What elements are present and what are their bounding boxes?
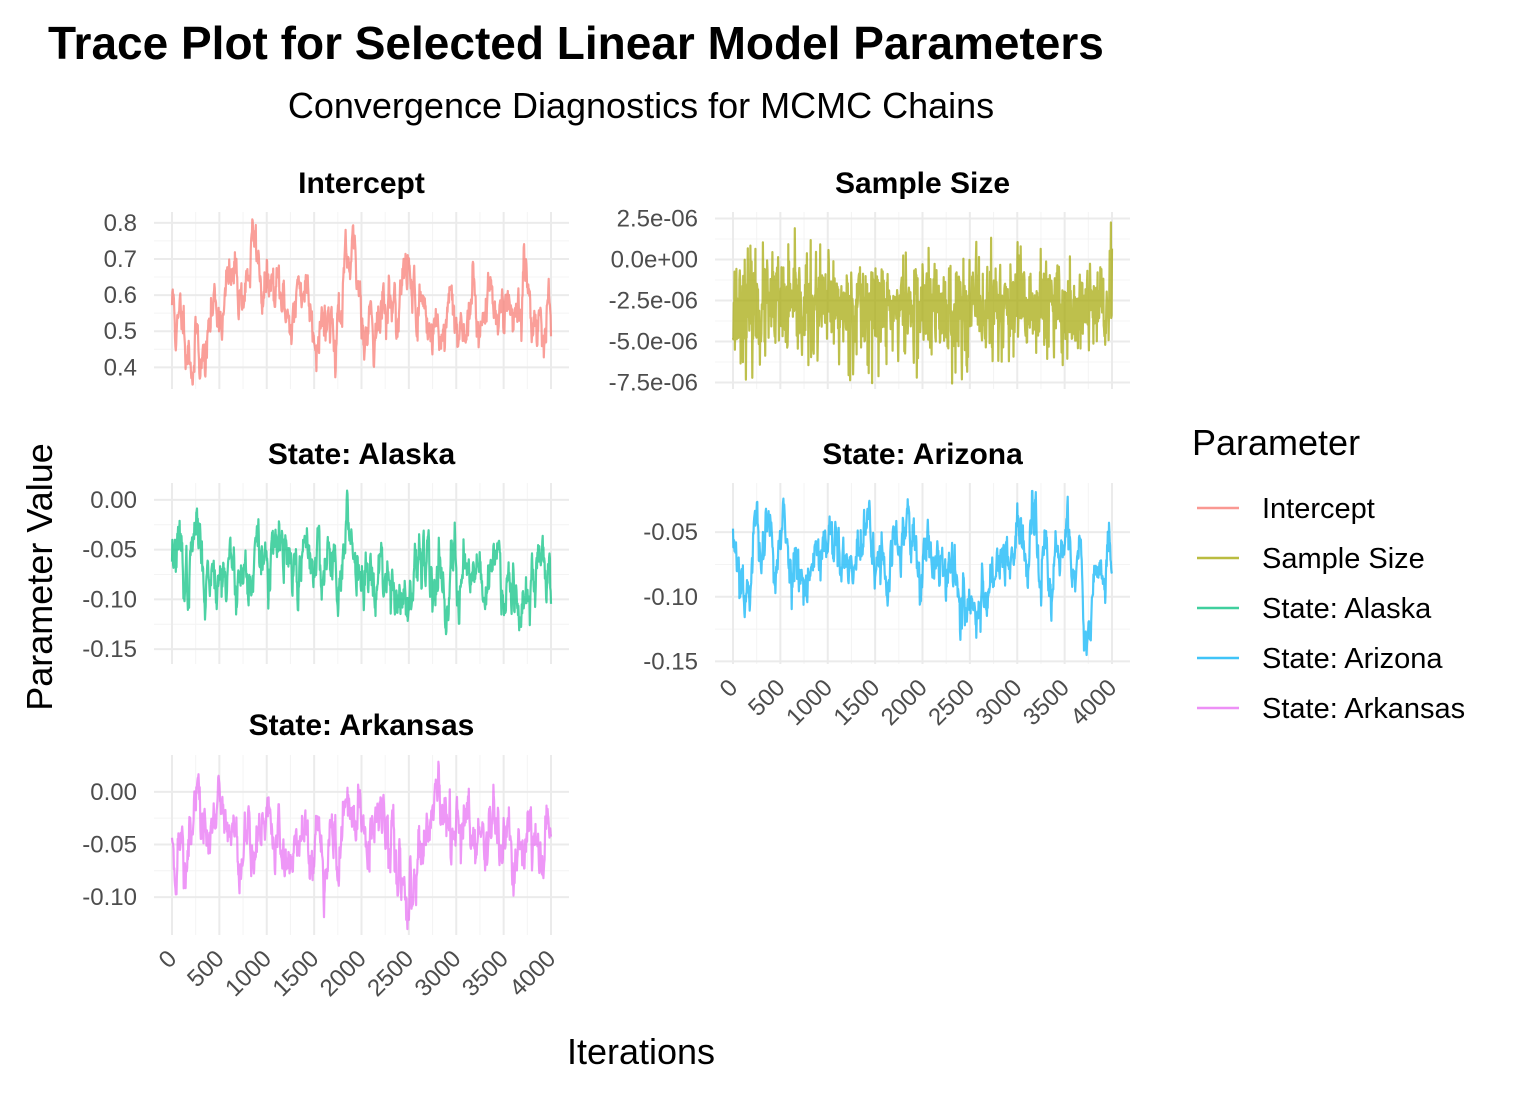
x-axis-label: Iterations bbox=[567, 1031, 715, 1072]
x-tick-label: 1000 bbox=[781, 674, 838, 731]
legend-item: Intercept bbox=[1197, 493, 1375, 525]
facet-strip-title: State: Arkansas bbox=[249, 709, 475, 742]
x-tick-label: 1500 bbox=[829, 674, 886, 731]
y-tick-label: 0.00 bbox=[90, 779, 137, 806]
x-tick-label: 0 bbox=[154, 945, 183, 974]
x-tick-label: 2000 bbox=[315, 945, 372, 1002]
y-tick-label: -7.5e-06 bbox=[609, 369, 698, 396]
y-tick-label: 0.7 bbox=[104, 246, 137, 273]
x-tick-label: 4000 bbox=[504, 945, 561, 1002]
x-tick-label: 1500 bbox=[268, 945, 325, 1002]
facet-panel-sample-size: Sample Size 2.5e-06 0.0e+00 -2.5e-06 -5.0e-0… bbox=[609, 167, 1130, 396]
x-tick-label: 2000 bbox=[876, 674, 933, 731]
y-tick-label: 0.5 bbox=[104, 318, 137, 345]
trace-line-state-alaska bbox=[170, 489, 553, 636]
x-tick-label: 4000 bbox=[1065, 674, 1122, 731]
y-tick-label: -0.05 bbox=[82, 831, 137, 858]
y-tick-label: -0.15 bbox=[82, 636, 137, 663]
y-tick-label: 2.5e-06 bbox=[617, 206, 698, 233]
x-tick-label: 3500 bbox=[1018, 674, 1075, 731]
chart-title: Trace Plot for Selected Linear Model Par… bbox=[48, 17, 1104, 69]
legend-label: State: Arizona bbox=[1262, 643, 1443, 675]
y-tick-label: 0.00 bbox=[90, 487, 137, 514]
x-tick-label: 2500 bbox=[362, 945, 419, 1002]
facet-strip-title: State: Alaska bbox=[268, 438, 456, 471]
facet-panel-intercept: Intercept 0.4 0.5 0.6 0.7 0.8 bbox=[104, 167, 569, 389]
facet-panel-state-arizona: State: Arizona-0.05-0.10-0.150 5001000150… bbox=[643, 438, 1130, 731]
y-tick-label: 0.6 bbox=[104, 282, 137, 309]
trace-line-state-arkansas bbox=[170, 760, 553, 931]
y-tick-label: -0.15 bbox=[643, 648, 698, 675]
facet-strip-title: State: Arizona bbox=[822, 438, 1023, 471]
x-tick-label: 3500 bbox=[457, 945, 514, 1002]
y-tick-label: -0.10 bbox=[82, 884, 137, 911]
legend-item: State: Arkansas bbox=[1197, 693, 1465, 725]
x-tick-label: 2500 bbox=[923, 674, 980, 731]
y-axis-label: Parameter Value bbox=[19, 443, 60, 710]
facet-panel-state-alaska: State: Alaska 0.00 -0.05 -0.10 -0.15 bbox=[82, 438, 569, 664]
facet-strip-title: Intercept bbox=[298, 167, 425, 200]
trace-line-state-arizona bbox=[731, 489, 1113, 657]
facet-strip-title: Sample Size bbox=[835, 167, 1010, 200]
legend-label: State: Alaska bbox=[1262, 593, 1432, 625]
y-tick-label: -2.5e-06 bbox=[609, 288, 698, 315]
legend-item: State: Arizona bbox=[1197, 643, 1443, 675]
y-tick-label: -0.10 bbox=[643, 584, 698, 611]
y-tick-label: -0.05 bbox=[82, 537, 137, 564]
trace-line-sample-size bbox=[731, 221, 1114, 385]
x-tick-label: 3000 bbox=[410, 945, 467, 1002]
legend-label: State: Arkansas bbox=[1262, 693, 1465, 725]
x-tick-label: 3000 bbox=[971, 674, 1028, 731]
x-tick-label: 0 bbox=[715, 674, 744, 703]
legend-label: Sample Size bbox=[1262, 543, 1425, 575]
y-tick-label: -5.0e-06 bbox=[609, 328, 698, 355]
legend-label: Intercept bbox=[1262, 493, 1375, 525]
legend-item: Sample Size bbox=[1197, 543, 1425, 575]
legend-title: Parameter bbox=[1192, 422, 1360, 463]
trace-line-intercept bbox=[170, 218, 553, 386]
x-tick-label: 1000 bbox=[220, 945, 277, 1002]
legend-item: State: Alaska bbox=[1197, 593, 1432, 625]
y-tick-label: -0.10 bbox=[82, 586, 137, 613]
y-tick-label: 0.4 bbox=[104, 354, 137, 381]
legend-items: Intercept Sample Size State: Alaska State: … bbox=[1197, 493, 1465, 725]
y-tick-label: -0.05 bbox=[643, 519, 698, 546]
chart-subtitle: Convergence Diagnostics for MCMC Chains bbox=[288, 85, 994, 126]
legend: Parameter Intercept Sample Size State: Ala… bbox=[1192, 422, 1465, 725]
y-tick-label: 0.0e+00 bbox=[611, 247, 698, 274]
facet-panels: Intercept 0.4 0.5 0.6 0.7 0.8 Sample Size 2.5e-… bbox=[82, 167, 1130, 1002]
y-tick-label: 0.8 bbox=[104, 210, 137, 237]
